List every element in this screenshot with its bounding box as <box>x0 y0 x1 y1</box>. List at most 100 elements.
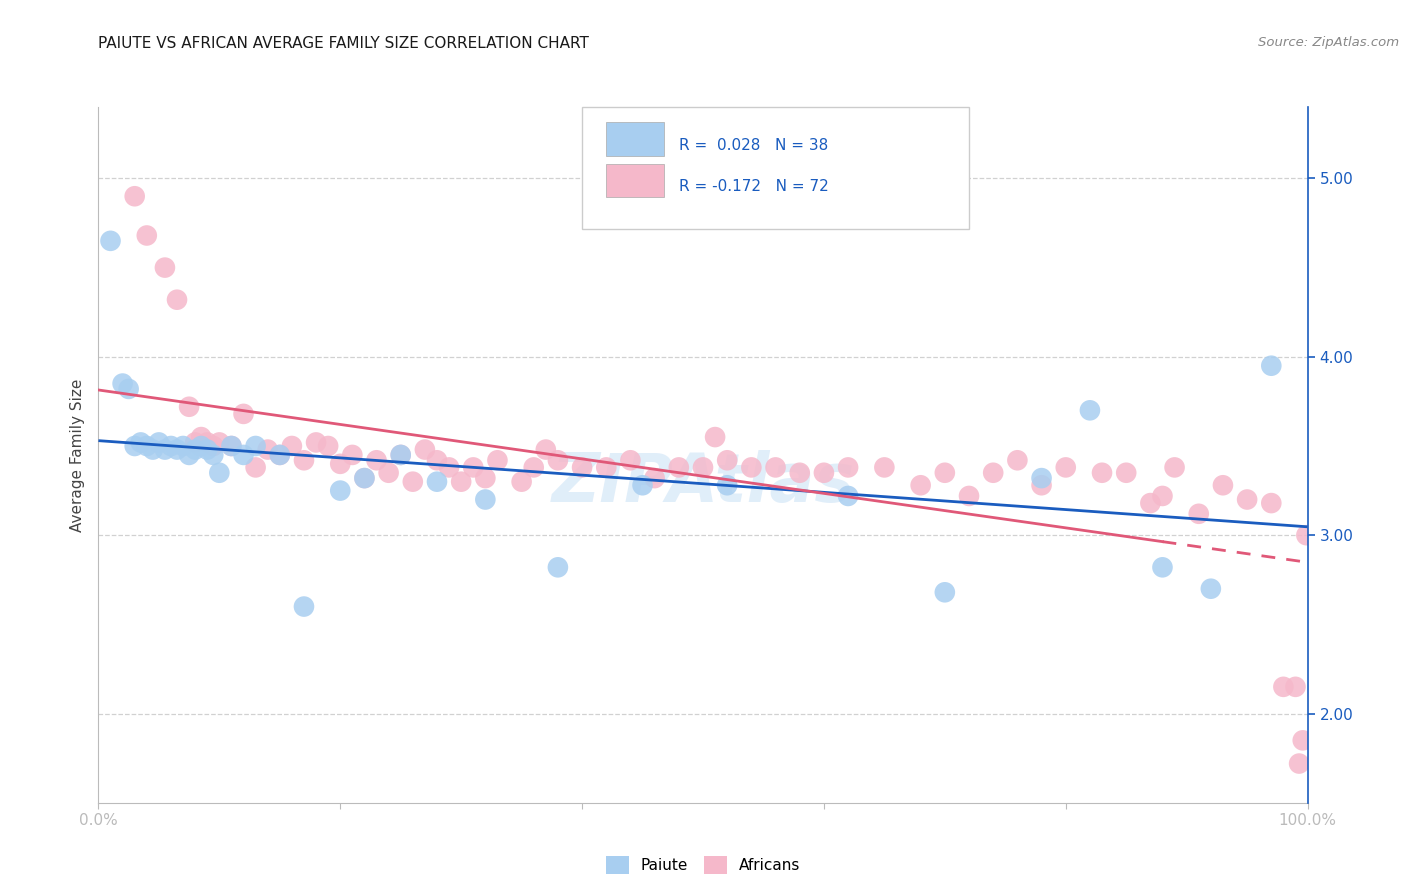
Point <box>1078 403 1101 417</box>
Point <box>184 435 207 450</box>
Point <box>166 442 188 457</box>
Point <box>1288 756 1310 771</box>
Point <box>179 448 201 462</box>
Point <box>510 475 533 489</box>
Point <box>166 293 188 307</box>
Point <box>1292 733 1315 747</box>
Point <box>813 466 835 480</box>
Point <box>1260 359 1282 373</box>
Point <box>716 453 738 467</box>
Text: ZIPAtlas: ZIPAtlas <box>551 450 855 516</box>
Point <box>124 189 146 203</box>
Point <box>716 478 738 492</box>
Point <box>704 430 727 444</box>
Point <box>221 439 243 453</box>
Point <box>765 460 787 475</box>
Point <box>595 460 617 475</box>
Point <box>389 448 412 462</box>
Point <box>1031 471 1053 485</box>
Point <box>269 448 291 462</box>
Point <box>474 471 496 485</box>
Point <box>1152 489 1174 503</box>
Point <box>873 460 896 475</box>
Point <box>426 475 449 489</box>
Text: R = -0.172   N = 72: R = -0.172 N = 72 <box>679 178 828 194</box>
Point <box>292 453 315 467</box>
Point <box>644 471 666 485</box>
Point <box>281 439 304 453</box>
Point <box>1091 466 1114 480</box>
Point <box>342 448 364 462</box>
Point <box>142 442 165 457</box>
Point <box>124 439 146 453</box>
Point <box>366 453 388 467</box>
Point <box>1054 460 1077 475</box>
Point <box>413 442 436 457</box>
Point <box>789 466 811 480</box>
Point <box>172 439 194 453</box>
Point <box>245 460 267 475</box>
Point <box>571 460 593 475</box>
Point <box>256 442 278 457</box>
Point <box>329 483 352 498</box>
Point <box>450 475 472 489</box>
Point <box>190 439 212 453</box>
Point <box>153 442 176 457</box>
Point <box>1199 582 1222 596</box>
Point <box>153 260 176 275</box>
Point <box>195 435 218 450</box>
Point <box>292 599 315 614</box>
Point <box>463 460 485 475</box>
Point <box>190 430 212 444</box>
Point <box>329 457 352 471</box>
Point <box>426 453 449 467</box>
FancyBboxPatch shape <box>582 107 969 229</box>
Point <box>305 435 328 450</box>
Point <box>1260 496 1282 510</box>
Point <box>353 471 375 485</box>
Point <box>245 439 267 453</box>
Point <box>668 460 690 475</box>
Y-axis label: Average Family Size: Average Family Size <box>69 378 84 532</box>
Legend: Paiute, Africans: Paiute, Africans <box>600 850 806 880</box>
Point <box>100 234 122 248</box>
Text: Source: ZipAtlas.com: Source: ZipAtlas.com <box>1258 36 1399 49</box>
Point <box>437 460 460 475</box>
Point <box>934 466 956 480</box>
Point <box>740 460 762 475</box>
Point <box>1139 496 1161 510</box>
Point <box>1163 460 1185 475</box>
Point <box>1031 478 1053 492</box>
Point <box>118 382 141 396</box>
FancyBboxPatch shape <box>606 164 664 197</box>
Point <box>910 478 932 492</box>
Point <box>232 407 254 421</box>
FancyBboxPatch shape <box>606 122 664 156</box>
Point <box>1152 560 1174 574</box>
Point <box>547 453 569 467</box>
Point <box>1188 507 1211 521</box>
Point <box>208 466 231 480</box>
Point <box>1212 478 1234 492</box>
Point <box>1295 528 1317 542</box>
Point <box>184 442 207 457</box>
Point <box>547 560 569 574</box>
Point <box>202 439 225 453</box>
Point <box>1115 466 1137 480</box>
Point <box>837 489 859 503</box>
Point <box>135 439 157 453</box>
Point <box>1236 492 1258 507</box>
Point <box>129 435 152 450</box>
Point <box>631 478 654 492</box>
Point <box>269 448 291 462</box>
Point <box>837 460 859 475</box>
Point <box>934 585 956 599</box>
Point <box>148 435 170 450</box>
Point <box>534 442 557 457</box>
Point <box>402 475 425 489</box>
Point <box>523 460 546 475</box>
Point <box>1272 680 1295 694</box>
Text: R =  0.028   N = 38: R = 0.028 N = 38 <box>679 138 828 153</box>
Point <box>486 453 509 467</box>
Point <box>692 460 714 475</box>
